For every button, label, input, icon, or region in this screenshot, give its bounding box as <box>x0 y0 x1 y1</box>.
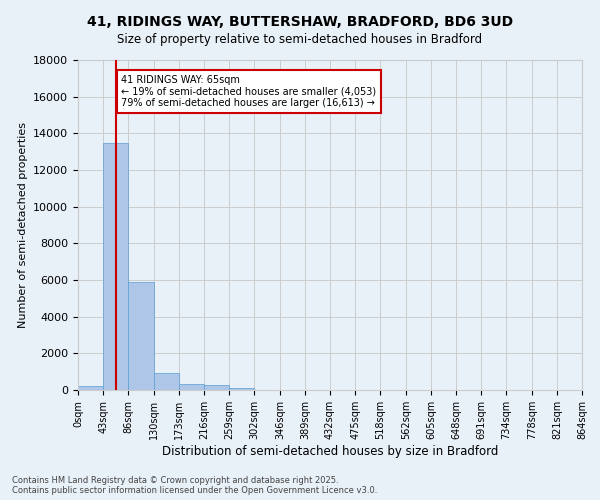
Bar <box>128 282 154 390</box>
Bar <box>204 385 229 390</box>
X-axis label: Distribution of semi-detached houses by size in Bradford: Distribution of semi-detached houses by … <box>162 444 498 458</box>
Bar <box>154 372 179 390</box>
Bar <box>78 386 103 390</box>
Bar <box>103 142 128 390</box>
Text: Size of property relative to semi-detached houses in Bradford: Size of property relative to semi-detach… <box>118 32 482 46</box>
Bar <box>229 388 254 390</box>
Text: 41, RIDINGS WAY, BUTTERSHAW, BRADFORD, BD6 3UD: 41, RIDINGS WAY, BUTTERSHAW, BRADFORD, B… <box>87 15 513 29</box>
Y-axis label: Number of semi-detached properties: Number of semi-detached properties <box>17 122 28 328</box>
Bar <box>179 384 204 390</box>
Text: Contains HM Land Registry data © Crown copyright and database right 2025.
Contai: Contains HM Land Registry data © Crown c… <box>12 476 377 495</box>
Text: 41 RIDINGS WAY: 65sqm
← 19% of semi-detached houses are smaller (4,053)
79% of s: 41 RIDINGS WAY: 65sqm ← 19% of semi-deta… <box>121 74 377 108</box>
